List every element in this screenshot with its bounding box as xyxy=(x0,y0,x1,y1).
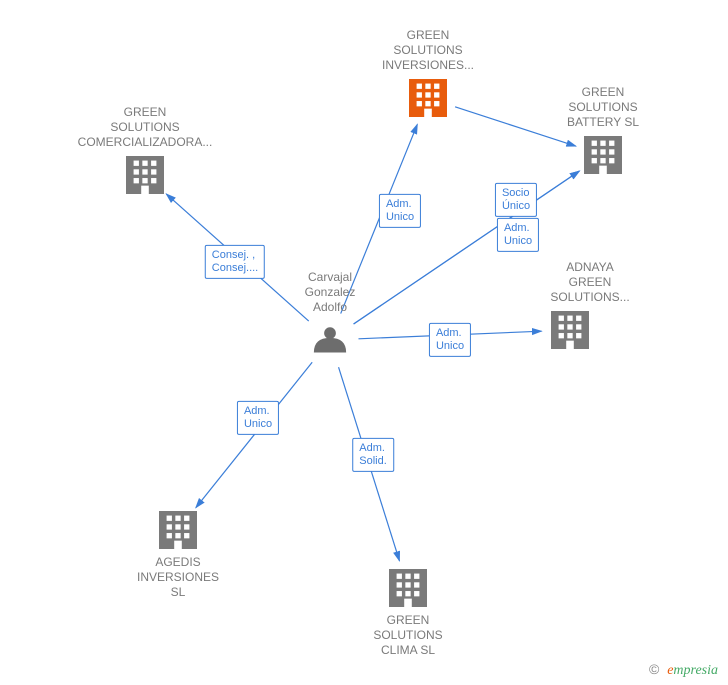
edge xyxy=(354,171,580,324)
building-icon xyxy=(584,136,622,174)
copyright-symbol: © xyxy=(649,661,659,677)
building-icon xyxy=(159,511,197,549)
building-icon xyxy=(126,156,164,194)
edge xyxy=(339,367,400,561)
person-icon xyxy=(314,327,346,352)
edge xyxy=(196,362,312,507)
edge xyxy=(455,107,576,146)
building-icon xyxy=(389,569,427,607)
edge xyxy=(166,194,308,321)
building-icon xyxy=(409,79,447,117)
brand-rest: mpresia xyxy=(673,663,718,678)
diagram-canvas xyxy=(0,0,728,685)
edge xyxy=(341,124,418,313)
building-icon xyxy=(551,311,589,349)
edge xyxy=(358,331,541,339)
footer-attribution: © empresia xyxy=(649,661,718,679)
